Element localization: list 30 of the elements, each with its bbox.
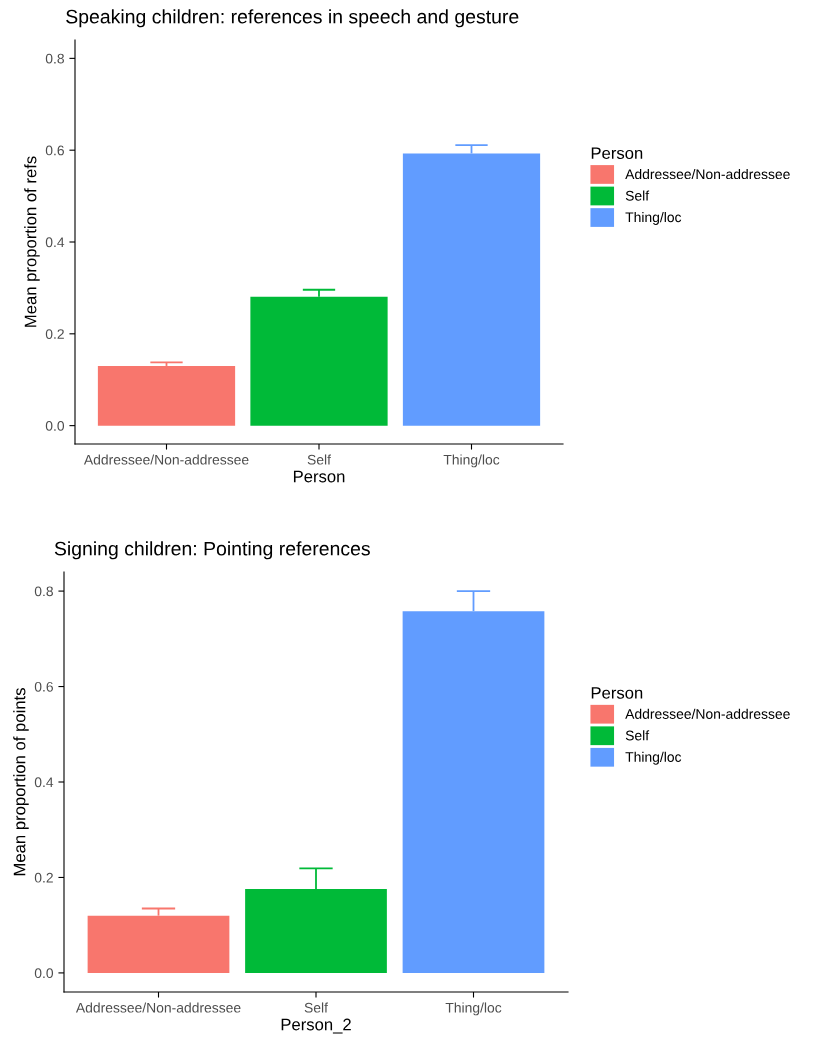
legend-label: Addressee/Non-addressee: [625, 168, 790, 180]
y-axis-title: Mean proportion of refs: [24, 156, 40, 327]
y-tick-label: 0.4: [45, 237, 65, 248]
y-tick-label: 0.6: [45, 145, 64, 156]
x-tick-label: Thing/loc: [443, 454, 500, 468]
x-tick-label: Self: [307, 454, 331, 465]
legend-title: Person: [591, 687, 643, 699]
x-tick-label: Addressee/Non-addressee: [75, 1002, 241, 1013]
legend-label: Thing/loc: [625, 751, 682, 765]
y-tick-label: 0.0: [34, 968, 54, 979]
y-tick-label: 0.0: [45, 420, 65, 431]
x-tick-label: Thing/loc: [445, 1002, 502, 1016]
legend-label: Thing/loc: [625, 211, 682, 225]
legend-label: Self: [625, 190, 650, 201]
chart-title: Signing children: Pointing references: [54, 541, 370, 560]
x-axis-title: Person: [293, 470, 345, 483]
y-tick-label: 0.6: [34, 681, 53, 692]
y-tick-label: 0.2: [45, 329, 64, 339]
chart-title: Speaking children: references in speech and gesture: [66, 9, 519, 28]
legend-title: Person: [591, 147, 643, 160]
legend-label: Self: [625, 730, 650, 741]
y-tick-label: 0.8: [34, 586, 53, 597]
y-tick-label: 0.8: [45, 53, 64, 64]
x-tick-label: Addressee/Non-addressee: [83, 454, 249, 465]
y-axis-title: Mean proportion of points: [13, 688, 29, 876]
y-tick-label: 0.4: [34, 777, 54, 788]
x-axis-title: Person_2: [281, 1018, 351, 1034]
x-tick-label: Self: [304, 1002, 328, 1013]
y-tick-label: 0.2: [34, 872, 53, 883]
legend-label: Addressee/Non-addressee: [625, 708, 790, 719]
